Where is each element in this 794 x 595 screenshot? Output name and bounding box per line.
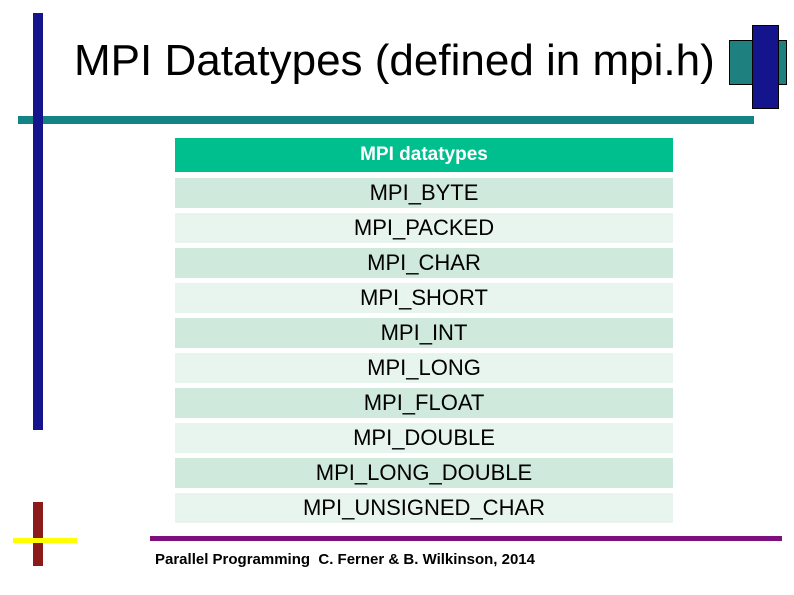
- table-row: MPI_CHAR: [175, 248, 673, 278]
- title-underline-rule: [18, 116, 754, 124]
- footer-citation: Parallel Programming C. Ferner & B. Wilk…: [155, 551, 535, 568]
- table-row: MPI_FLOAT: [175, 388, 673, 418]
- table-row: MPI_UNSIGNED_CHAR: [175, 493, 673, 523]
- table-row: MPI_LONG: [175, 353, 673, 383]
- table-row: MPI_SHORT: [175, 283, 673, 313]
- footer-yellow-rule: [13, 538, 77, 543]
- table-header: MPI datatypes: [175, 138, 673, 172]
- table-row: MPI_PACKED: [175, 213, 673, 243]
- table-row: MPI_DOUBLE: [175, 423, 673, 453]
- table-row: MPI_LONG_DOUBLE: [175, 458, 673, 488]
- table-row: MPI_INT: [175, 318, 673, 348]
- corner-navy-bar: [752, 25, 779, 109]
- left-maroon-bar: [33, 502, 43, 566]
- footer-purple-rule: [150, 536, 782, 541]
- table-row: MPI_BYTE: [175, 178, 673, 208]
- datatypes-table: MPI datatypes MPI_BYTE MPI_PACKED MPI_CHAR…: [175, 138, 673, 523]
- table-rows: MPI_BYTE MPI_PACKED MPI_CHAR MPI_SHORT MPI_I…: [175, 178, 673, 523]
- left-navy-bar: [33, 13, 43, 430]
- slide-title: MPI Datatypes (defined in mpi.h): [74, 36, 715, 85]
